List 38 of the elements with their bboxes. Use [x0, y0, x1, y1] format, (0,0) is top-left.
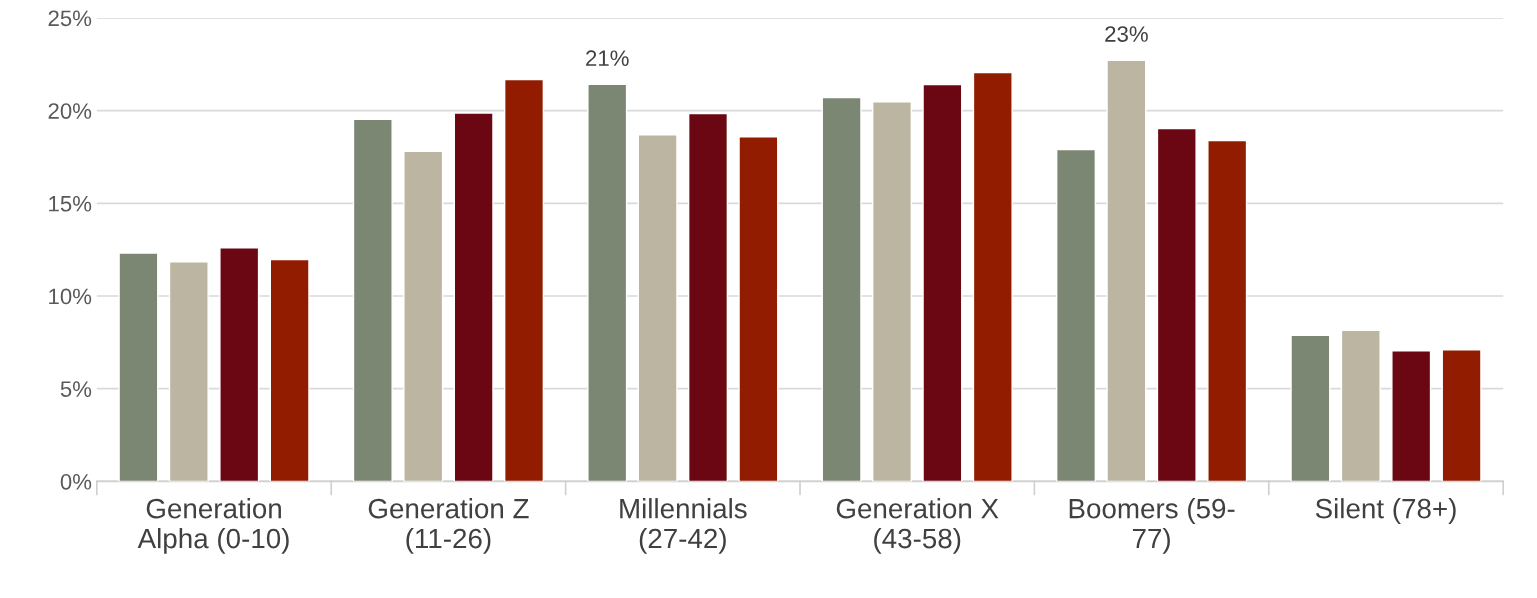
bar: [1106, 59, 1147, 482]
y-tick-label: 20%: [48, 103, 92, 119]
y-tick-label: 0%: [60, 473, 92, 490]
bar: [1207, 139, 1248, 482]
bar: [168, 261, 209, 482]
bar: [269, 258, 310, 482]
bar: [1340, 329, 1381, 482]
y-tick-label: 15%: [49, 195, 92, 212]
bar: [453, 112, 494, 482]
bar: [1055, 148, 1097, 482]
bar: [219, 247, 260, 482]
x-tick-label: Generation X (43-58): [836, 498, 999, 554]
bar: [503, 78, 545, 482]
x-tick-label: Millennials (27-42): [620, 498, 747, 554]
y-tick-label: 25%: [48, 10, 92, 27]
x-tick-label: Generation Alpha (0-10): [137, 498, 289, 554]
x-tick-label: Boomers (59- 77): [1069, 498, 1235, 554]
bar: [1290, 334, 1331, 482]
bar: [587, 83, 628, 482]
bar: [922, 83, 963, 482]
bar: [1391, 350, 1432, 482]
bar: [118, 252, 159, 482]
x-tick-label: Silent (78+): [1315, 498, 1456, 524]
bar: [972, 71, 1013, 482]
data-label: 21%: [586, 50, 629, 66]
bar: [352, 118, 393, 482]
bar: [821, 96, 862, 482]
x-tick-label: Generation Z (11-26): [368, 498, 529, 554]
bar: [1441, 349, 1482, 482]
bar: [637, 134, 678, 482]
bar: [687, 112, 729, 482]
y-tick-label: 5%: [60, 381, 92, 397]
data-label: 23%: [1105, 26, 1148, 42]
bar: [403, 150, 444, 482]
bar: [1156, 127, 1197, 482]
y-tick-label: 10%: [49, 288, 92, 305]
bar: [871, 101, 913, 482]
bar: [738, 136, 779, 482]
